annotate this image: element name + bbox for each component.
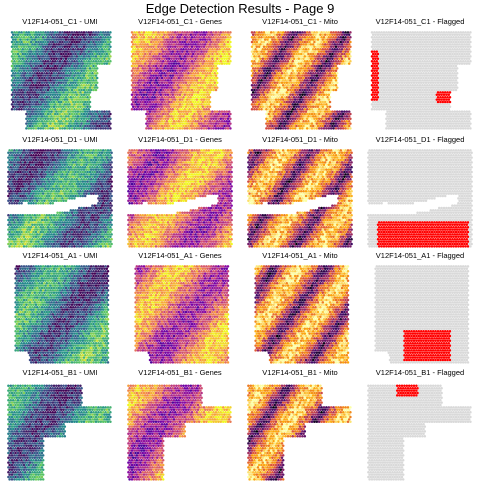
spot-layer [367,149,473,248]
panel-b1-flagged: V12F14-051_B1 - Flagged [360,368,480,485]
panel-title: V12F14-051_C1 - Flagged [360,17,480,27]
panel-b1-mito: V12F14-051_B1 - Mito [240,368,360,485]
spatial-plot [374,265,470,364]
panel-b1-genes: V12F14-051_B1 - Genes [120,368,240,485]
panel-a1-genes: V12F14-051_A1 - Genes [120,251,240,368]
panel-title: V12F14-051_B1 - UMI [0,368,120,378]
spatial-plot [127,384,232,481]
panel-a1-umi: V12F14-051_A1 - UMI [0,251,120,368]
spot-layer [370,31,472,130]
panel-b1-umi: V12F14-051_B1 - UMI [0,368,120,485]
spatial-plot [254,265,350,364]
panel-title: V12F14-051_A1 - Flagged [360,251,480,261]
panel-title: V12F14-051_A1 - Genes [120,251,240,261]
spatial-plot [367,384,472,481]
panel-title: V12F14-051_D1 - UMI [0,135,120,145]
spot-layer [250,31,352,130]
panel-title: V12F14-051_C1 - Mito [240,17,360,27]
panel-c1-mito: V12F14-051_C1 - Mito [240,17,360,134]
spot-layer [7,384,112,481]
panel-a1-mito: V12F14-051_A1 - Mito [240,251,360,368]
spatial-plot [127,149,233,248]
panel-d1-genes: V12F14-051_D1 - Genes [120,135,240,252]
panel-title: V12F14-051_D1 - Mito [240,135,360,145]
spot-layer [247,384,352,481]
panel-title: V12F14-051_A1 - UMI [0,251,120,261]
panel-title: V12F14-051_B1 - Flagged [360,368,480,378]
spot-layer [374,265,470,364]
panel-a1-flagged: V12F14-051_A1 - Flagged [360,251,480,368]
page-title: Edge Detection Results - Page 9 [0,1,480,17]
spatial-plot [370,31,472,130]
panel-d1-mito: V12F14-051_D1 - Mito [240,135,360,252]
spatial-plot [10,31,112,130]
spatial-plot [7,384,112,481]
spot-layer [247,149,353,248]
panel-d1-umi: V12F14-051_D1 - UMI [0,135,120,252]
spot-layer [14,265,110,364]
spatial-plot [130,31,232,130]
panel-title: V12F14-051_C1 - Genes [120,17,240,27]
spatial-plot [14,265,110,364]
spot-layer [10,31,112,130]
spatial-plot [7,149,113,248]
spatial-plot [250,31,352,130]
panel-title: V12F14-051_B1 - Genes [120,368,240,378]
spot-layer [254,265,350,364]
panel-title: V12F14-051_D1 - Flagged [360,135,480,145]
panel-c1-genes: V12F14-051_C1 - Genes [120,17,240,134]
panel-title: V12F14-051_D1 - Genes [120,135,240,145]
spatial-plot [247,384,352,481]
spatial-plot [367,149,473,248]
spot-layer [127,149,233,248]
panel-title: V12F14-051_A1 - Mito [240,251,360,261]
spot-layer [130,31,232,130]
panel-c1-flagged: V12F14-051_C1 - Flagged [360,17,480,134]
spatial-plot [247,149,353,248]
panel-c1-umi: V12F14-051_C1 - UMI [0,17,120,134]
spot-layer [127,384,232,481]
spatial-plot [134,265,230,364]
spot-layer [7,149,113,248]
spot-layer [134,265,230,364]
panel-d1-flagged: V12F14-051_D1 - Flagged [360,135,480,252]
panel-title: V12F14-051_C1 - UMI [0,17,120,27]
panel-title: V12F14-051_B1 - Mito [240,368,360,378]
spot-layer [367,384,472,481]
